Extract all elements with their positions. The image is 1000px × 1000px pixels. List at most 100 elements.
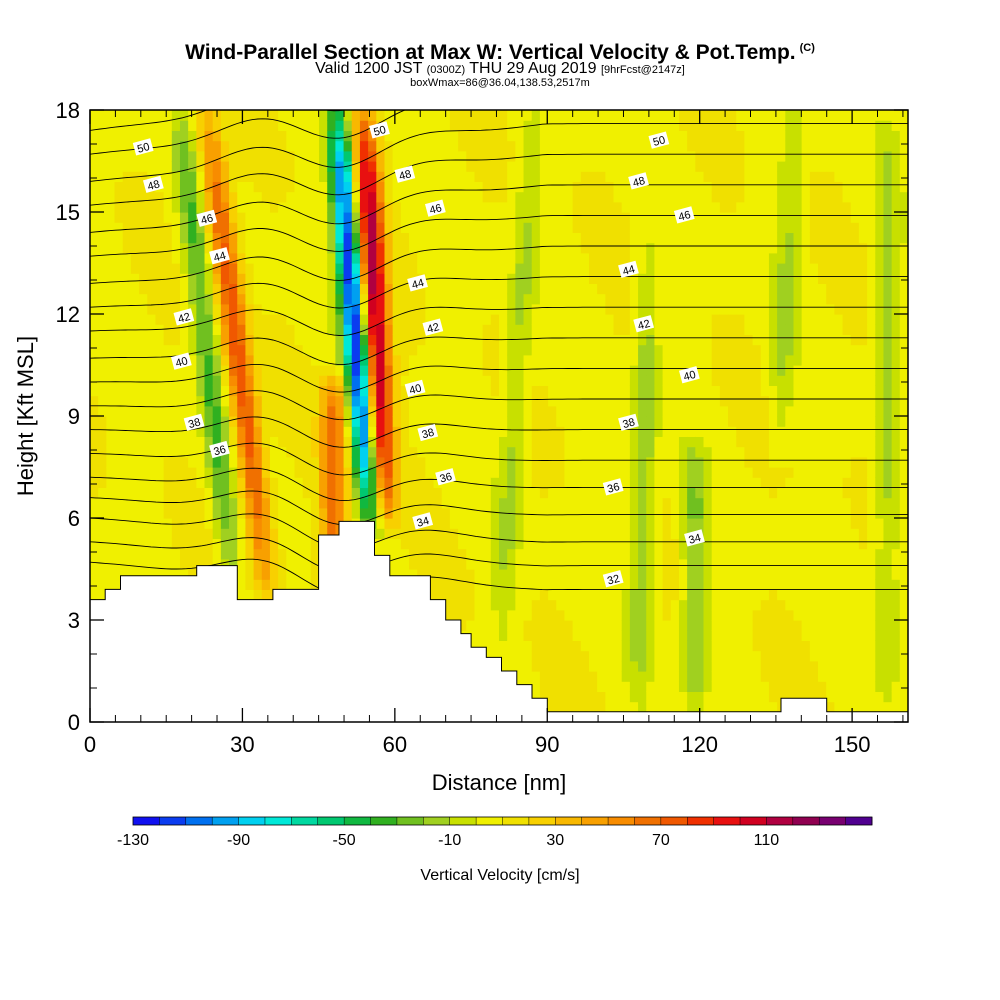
velocity-cell xyxy=(155,130,165,142)
velocity-cell xyxy=(351,222,361,233)
velocity-cell xyxy=(646,691,656,703)
velocity-cell xyxy=(433,232,443,244)
velocity-cell xyxy=(343,385,353,397)
velocity-cell xyxy=(245,140,255,152)
velocity-cell xyxy=(613,242,623,254)
velocity-cell xyxy=(629,609,639,621)
velocity-cell xyxy=(466,599,476,611)
velocity-cell xyxy=(523,528,533,539)
velocity-cell xyxy=(556,681,566,692)
velocity-cell xyxy=(98,548,107,560)
velocity-cell xyxy=(507,161,516,172)
velocity-cell xyxy=(728,620,737,631)
velocity-cell xyxy=(474,212,484,223)
velocity-cell xyxy=(302,273,312,284)
velocity-cell xyxy=(449,416,459,427)
velocity-cell xyxy=(719,110,729,121)
velocity-cell xyxy=(670,620,680,631)
velocity-cell xyxy=(752,456,762,468)
velocity-cell xyxy=(662,365,672,376)
velocity-cell xyxy=(106,528,116,539)
velocity-cell xyxy=(588,110,598,121)
velocity-cell xyxy=(392,150,402,162)
velocity-cell xyxy=(752,150,762,162)
velocity-cell xyxy=(229,334,238,346)
velocity-cell xyxy=(539,497,549,509)
velocity-cell xyxy=(359,222,369,233)
velocity-cell xyxy=(114,446,124,458)
velocity-cell xyxy=(245,161,255,172)
velocity-cell xyxy=(482,395,492,407)
velocity-cell xyxy=(90,365,99,376)
velocity-cell xyxy=(400,436,410,448)
velocity-cell xyxy=(400,426,410,437)
velocity-cell xyxy=(425,344,435,356)
velocity-cell xyxy=(466,497,476,509)
velocity-cell xyxy=(515,599,525,611)
velocity-cell xyxy=(90,283,99,295)
velocity-cell xyxy=(106,426,116,437)
velocity-cell xyxy=(237,191,247,203)
velocity-cell xyxy=(564,701,574,713)
velocity-cell xyxy=(269,201,279,213)
velocity-cell xyxy=(188,171,197,182)
velocity-cell xyxy=(155,436,165,448)
velocity-cell xyxy=(654,191,664,203)
velocity-cell xyxy=(409,324,418,335)
velocity-cell xyxy=(548,283,557,295)
velocity-cell xyxy=(482,405,492,417)
velocity-cell xyxy=(695,161,705,172)
velocity-cell xyxy=(744,569,754,580)
velocity-cell xyxy=(605,671,615,682)
velocity-cell xyxy=(572,650,582,662)
velocity-cell xyxy=(588,242,598,254)
velocity-cell xyxy=(163,507,173,519)
velocity-cell xyxy=(155,395,165,407)
velocity-cell xyxy=(613,283,623,295)
velocity-cell xyxy=(90,303,99,315)
velocity-cell xyxy=(458,507,467,519)
velocity-cell xyxy=(441,507,451,519)
velocity-cell xyxy=(351,416,361,427)
velocity-cell xyxy=(229,477,238,488)
velocity-cell xyxy=(106,150,116,162)
velocity-cell xyxy=(106,569,116,580)
velocity-cell xyxy=(98,528,107,539)
velocity-cell xyxy=(597,232,606,244)
velocity-cell xyxy=(597,436,606,448)
velocity-cell xyxy=(229,375,238,386)
velocity-cell xyxy=(310,344,320,356)
velocity-cell xyxy=(294,344,304,356)
velocity-cell xyxy=(286,334,296,346)
velocity-cell xyxy=(376,446,386,458)
velocity-cell xyxy=(171,375,181,386)
velocity-cell xyxy=(490,110,500,121)
velocity-cell xyxy=(327,416,336,427)
velocity-cell xyxy=(539,283,549,295)
velocity-cell xyxy=(351,120,361,131)
velocity-cell xyxy=(400,293,410,305)
velocity-cell xyxy=(466,201,476,213)
velocity-cell xyxy=(409,518,418,529)
velocity-cell xyxy=(359,365,369,376)
velocity-cell xyxy=(728,375,737,386)
velocity-cell xyxy=(613,518,623,529)
velocity-cell xyxy=(695,324,705,335)
velocity-cell xyxy=(482,212,492,223)
velocity-cell xyxy=(629,436,639,448)
velocity-cell xyxy=(662,599,672,611)
velocity-cell xyxy=(474,375,484,386)
velocity-cell xyxy=(147,507,157,519)
velocity-cell xyxy=(196,242,206,254)
velocity-cell xyxy=(400,150,410,162)
velocity-cell xyxy=(580,660,590,672)
velocity-cell xyxy=(703,477,713,488)
velocity-cell xyxy=(597,191,606,203)
velocity-cell xyxy=(400,263,410,274)
velocity-cell xyxy=(155,365,165,376)
velocity-cell xyxy=(310,242,320,254)
velocity-cell xyxy=(179,375,189,386)
velocity-cell xyxy=(670,181,680,193)
velocity-cell xyxy=(556,201,566,213)
velocity-cell xyxy=(425,303,435,315)
